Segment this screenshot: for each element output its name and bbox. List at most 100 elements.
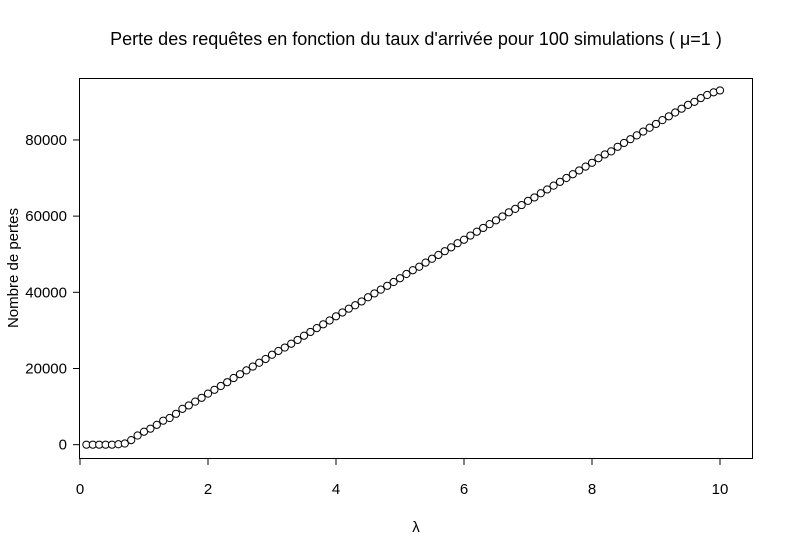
data-point — [287, 339, 296, 348]
data-point — [120, 439, 129, 448]
data-point — [453, 239, 462, 248]
data-point — [357, 297, 366, 306]
data-point — [197, 393, 206, 402]
data-point — [274, 346, 283, 356]
data-point — [523, 196, 533, 205]
data-point — [690, 97, 699, 106]
data-point — [472, 227, 481, 236]
data-point — [389, 277, 398, 287]
chart-title: Perte des requêtes en fonction du taux d… — [110, 29, 722, 49]
data-point — [331, 312, 341, 321]
data-point — [645, 123, 654, 132]
data-point — [280, 343, 289, 352]
data-point — [395, 274, 405, 283]
data-point — [543, 185, 552, 194]
data-point — [152, 420, 161, 429]
data-point — [165, 413, 174, 423]
data-point — [536, 189, 545, 198]
x-axis-label: λ — [412, 519, 420, 536]
data-point — [178, 404, 187, 413]
data-point — [146, 424, 155, 433]
data-point — [651, 119, 661, 129]
data-point — [299, 331, 309, 340]
data-point — [216, 381, 225, 391]
data-point — [447, 243, 456, 252]
data-point — [511, 204, 520, 213]
data-point — [715, 86, 725, 95]
data-point — [459, 235, 469, 244]
data-point — [498, 212, 507, 221]
data-point — [344, 304, 353, 313]
data-point — [127, 435, 136, 445]
data-point — [242, 366, 251, 375]
y-tick-label: 80000 — [25, 132, 67, 149]
data-point — [562, 173, 571, 183]
data-point — [485, 220, 494, 229]
data-point — [491, 216, 501, 225]
data-point — [261, 354, 270, 364]
data-point — [325, 316, 334, 325]
data-point — [466, 231, 475, 240]
data-point — [139, 427, 149, 436]
data-point — [191, 397, 200, 406]
data-point — [479, 223, 488, 233]
x-axis: 0 2 4 6 8 10 — [76, 458, 729, 498]
data-point — [677, 104, 686, 113]
data-point — [587, 158, 597, 167]
data-point — [184, 401, 193, 410]
data-point — [626, 135, 635, 144]
data-point — [581, 162, 590, 171]
data-point — [427, 254, 437, 263]
y-tick-label: 20000 — [25, 360, 67, 377]
data-point — [293, 335, 302, 345]
data-point — [434, 250, 443, 260]
data-point — [133, 431, 142, 440]
y-tick-label: 60000 — [25, 208, 67, 225]
data-point — [658, 116, 667, 125]
data-point — [607, 147, 616, 156]
data-point — [229, 373, 238, 383]
y-tick-label: 40000 — [25, 284, 67, 301]
data-points — [82, 86, 725, 449]
x-tick-label: 8 — [588, 481, 596, 498]
data-point — [306, 327, 315, 337]
data-point — [171, 409, 181, 418]
data-point — [619, 138, 629, 148]
data-point — [683, 100, 693, 110]
data-point — [370, 289, 379, 298]
data-point — [255, 358, 264, 367]
data-point — [421, 258, 430, 267]
data-point — [440, 247, 449, 256]
data-point — [351, 301, 360, 310]
data-point — [267, 350, 277, 359]
data-point — [415, 262, 424, 271]
x-tick-label: 4 — [332, 481, 340, 498]
data-point — [235, 370, 245, 379]
data-point — [376, 285, 385, 294]
x-tick-label: 10 — [712, 481, 729, 498]
x-tick-label: 6 — [460, 481, 468, 498]
data-point — [402, 269, 411, 279]
plot-frame — [79, 78, 753, 459]
data-point — [223, 378, 232, 387]
x-tick-label: 0 — [76, 481, 84, 498]
data-point — [408, 266, 417, 275]
data-point — [671, 108, 680, 117]
data-point — [248, 362, 257, 371]
data-point — [319, 320, 328, 329]
data-point — [517, 200, 526, 210]
y-tick-label: 0 — [59, 437, 67, 454]
data-point — [568, 170, 577, 179]
data-point — [639, 127, 648, 136]
data-point — [383, 281, 392, 290]
y-axis-label: Nombre de pertes — [5, 208, 22, 328]
data-point — [600, 150, 609, 159]
data-point — [363, 293, 373, 302]
data-point — [530, 193, 539, 202]
data-point — [555, 177, 565, 186]
data-point — [549, 181, 558, 190]
data-point — [594, 154, 603, 163]
x-tick-label: 2 — [204, 481, 212, 498]
